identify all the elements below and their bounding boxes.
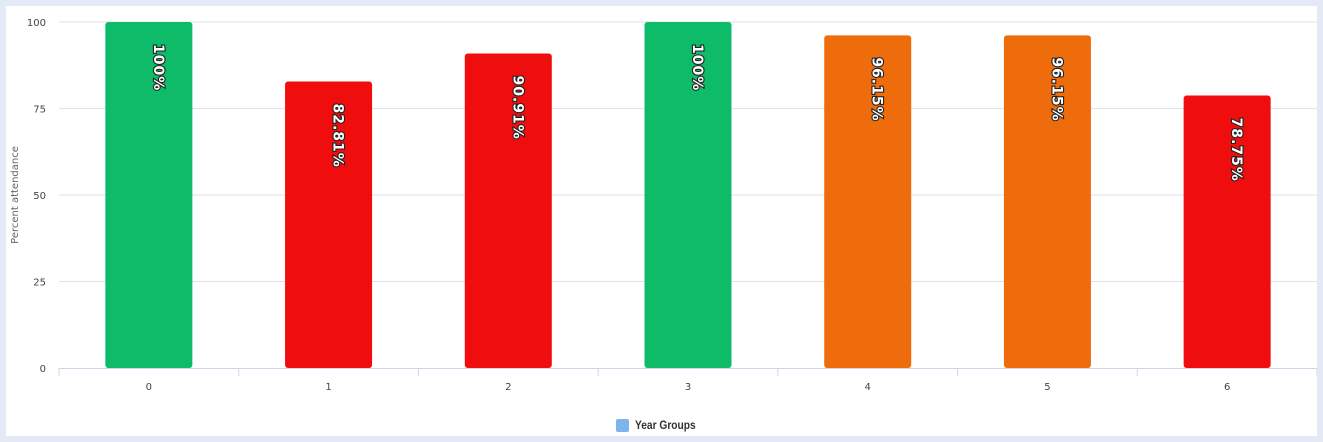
y-tick-label: 25	[33, 278, 46, 289]
bar-4[interactable]	[824, 35, 912, 369]
data-labels: 100% 82.81% 90.91% 100% 96.15% 96.15% 78.75%	[149, 43, 1245, 183]
legend-swatch-year-groups[interactable]	[616, 418, 630, 432]
data-label-3: 100%	[689, 44, 705, 91]
x-tick-label: 1	[325, 382, 331, 393]
data-label-6: 78.75%	[1228, 118, 1244, 182]
x-axis-ticks: 0 1 2 3 4 5 6	[146, 382, 1231, 393]
bar-2[interactable]	[464, 53, 552, 368]
x-tick-label: 3	[685, 382, 691, 393]
bar-6[interactable]	[1183, 95, 1271, 369]
x-tick-label: 4	[865, 382, 871, 393]
legend[interactable]: Year Groups	[6, 418, 1317, 432]
data-label-4: 96.15%	[869, 57, 885, 121]
y-tick-label: 0	[40, 364, 46, 375]
data-label-2: 90.91%	[509, 75, 525, 139]
x-tick-label: 5	[1044, 382, 1050, 393]
y-axis-title: Percent attendance	[10, 146, 21, 244]
chart-card: 0 25 50 75 100 100% 82.81% 90.91% 100% 96.15% 96.…	[6, 6, 1317, 436]
x-tick-label: 0	[146, 382, 152, 393]
x-tick-label: 2	[505, 382, 511, 393]
bar-0[interactable]	[105, 22, 193, 368]
legend-label-year-groups[interactable]: Year Groups	[635, 418, 696, 432]
y-axis-ticks: 0 25 50 75 100	[27, 18, 46, 375]
data-label-1: 82.81%	[330, 103, 346, 167]
bars	[105, 22, 1271, 369]
y-tick-label: 75	[33, 105, 46, 116]
x-axis	[58, 368, 1317, 376]
y-tick-label: 100	[27, 18, 46, 29]
data-label-5: 96.15%	[1048, 57, 1064, 121]
bar-3[interactable]	[644, 22, 732, 368]
x-tick-label: 6	[1224, 382, 1230, 393]
data-label-0: 100%	[150, 44, 166, 91]
bar-1[interactable]	[285, 81, 373, 368]
y-tick-label: 50	[33, 191, 46, 202]
bar-5[interactable]	[1003, 35, 1091, 369]
